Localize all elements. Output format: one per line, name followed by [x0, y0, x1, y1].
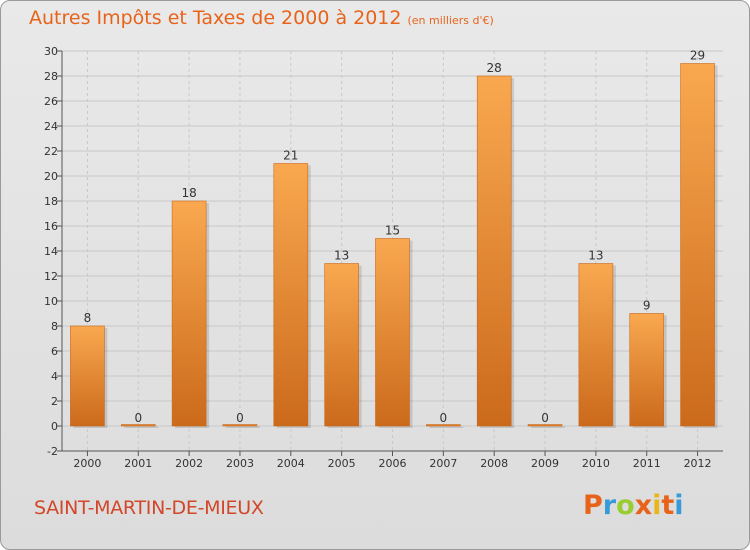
logo-letter: o: [616, 490, 635, 521]
bar: [375, 238, 410, 427]
y-tick-label: 8: [51, 320, 58, 333]
y-tick-label: -2: [47, 445, 58, 458]
bar-shadow: [429, 426, 464, 428]
y-tick-label: 30: [44, 45, 58, 58]
x-tick-label: 2005: [328, 457, 356, 470]
data-label: 13: [334, 249, 349, 263]
bar: [273, 163, 309, 427]
x-tick-label: 2007: [429, 457, 457, 470]
data-label: 0: [440, 411, 448, 425]
bar: [120, 424, 156, 427]
y-tick-label: 20: [44, 170, 58, 183]
data-label: 29: [690, 49, 705, 63]
logo-letter: t: [661, 490, 675, 521]
chart-subtitle: (en milliers d'€): [407, 14, 494, 27]
y-tick-label: 10: [44, 295, 58, 308]
x-tick-label: 2000: [73, 457, 101, 470]
bar: [171, 200, 207, 427]
data-label: 0: [541, 411, 549, 425]
x-tick-label: 2006: [379, 457, 407, 470]
chart-title: Autres Impôts et Taxes de 2000 à 2012 (en…: [29, 7, 494, 29]
x-tick-label: 2009: [531, 457, 559, 470]
x-tick-label: 2003: [226, 457, 254, 470]
bar-shadow: [124, 426, 159, 428]
x-tick-label: 2001: [124, 457, 152, 470]
y-tick-label: 22: [44, 145, 58, 158]
bar: [70, 325, 105, 427]
y-tick-label: 2: [51, 395, 58, 408]
x-tick-label: 2012: [684, 457, 712, 470]
data-label: 0: [134, 411, 142, 425]
logo-letter: i: [674, 490, 684, 521]
bar: [222, 424, 258, 427]
y-tick-label: 14: [44, 245, 58, 258]
data-label: 18: [181, 186, 196, 200]
labels: 8 0 18 0 21 13 15 0 28 0 13 9 29: [84, 49, 706, 426]
title-text: Autres Impôts et Taxes de 2000 à 2012: [29, 7, 402, 29]
data-label: 8: [84, 311, 92, 325]
y-tick-label: 18: [44, 195, 58, 208]
y-tick-label: 6: [51, 345, 58, 358]
logo-letter: P: [583, 490, 603, 521]
y-tick-label: 12: [44, 270, 58, 283]
y-tick-label: 28: [44, 70, 58, 83]
bar: [324, 263, 359, 427]
y-tick-label: 16: [44, 220, 58, 233]
y-tick-label: 0: [51, 420, 58, 433]
data-label: 15: [385, 224, 400, 238]
commune-name: SAINT-MARTIN-DE-MIEUX: [34, 497, 264, 519]
x-tick-label: 2002: [175, 457, 203, 470]
x-tick-label: 2004: [277, 457, 305, 470]
logo-letter: x: [634, 490, 653, 521]
data-label: 13: [588, 249, 603, 263]
bar: [629, 313, 665, 427]
bar-shadow: [225, 426, 260, 428]
data-label: 0: [236, 411, 244, 425]
data-label: 21: [283, 149, 298, 163]
bar: [426, 424, 461, 427]
y-tick-label: 24: [44, 120, 58, 133]
x-tick-label: 2008: [480, 457, 508, 470]
y-tick-label: 4: [51, 370, 58, 383]
y-tick-label: 26: [44, 95, 58, 108]
bars: [70, 63, 718, 428]
bar-shadow: [531, 426, 566, 428]
proxiti-logo[interactable]: Proxiti: [583, 490, 684, 521]
logo-letter: i: [652, 490, 662, 521]
data-label: 28: [487, 61, 502, 75]
bar: [578, 263, 614, 427]
data-label: 9: [643, 299, 651, 313]
x-tick-label: 2010: [582, 457, 610, 470]
x-tick-label: 2011: [633, 457, 661, 470]
bar: [527, 424, 563, 427]
bar: [476, 75, 512, 427]
logo-letter: r: [602, 490, 617, 521]
bar: [680, 63, 715, 427]
